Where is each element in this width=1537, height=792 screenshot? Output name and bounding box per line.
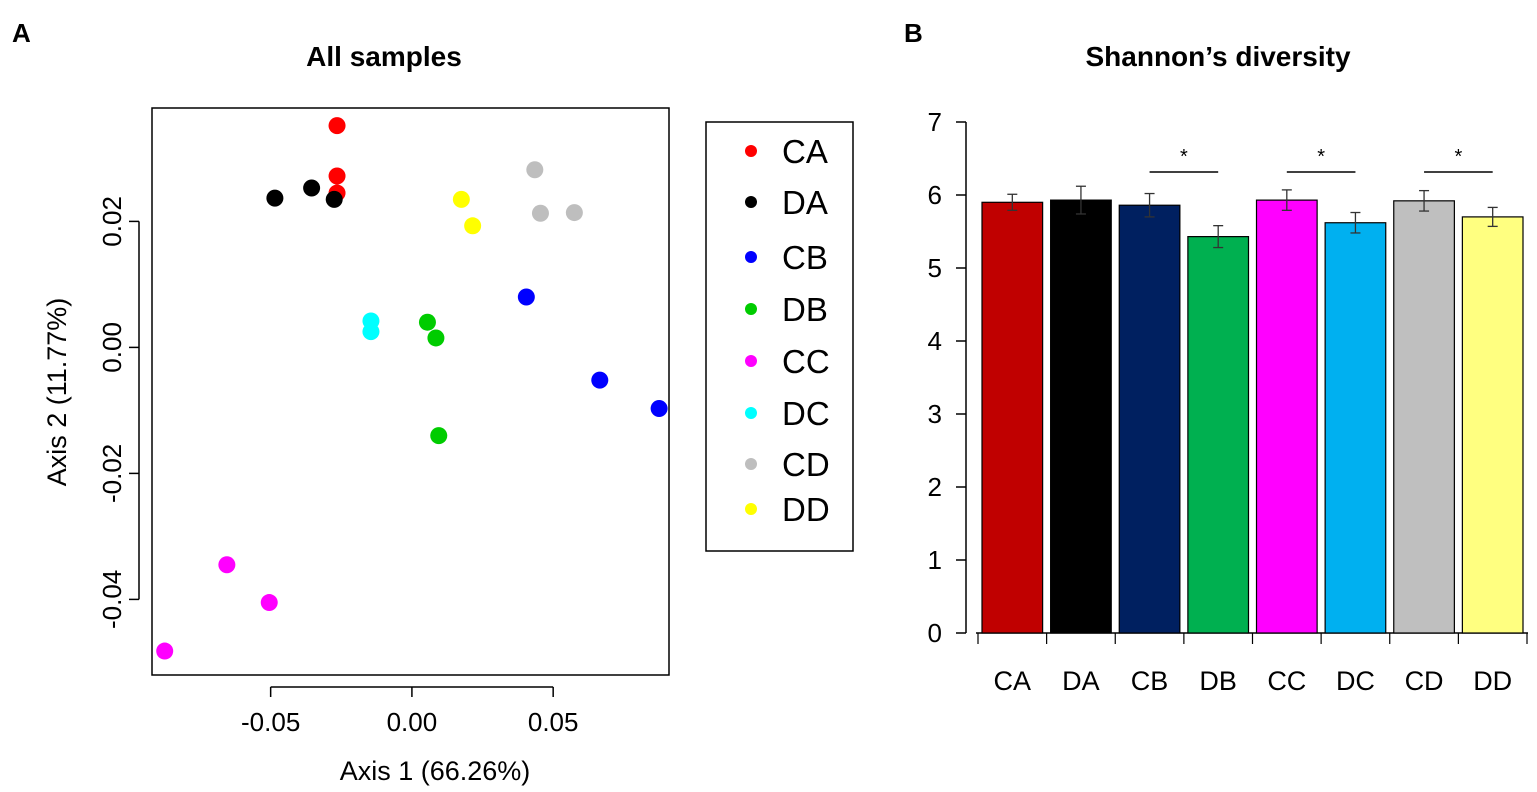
scatter-title: All samples <box>306 41 462 72</box>
legend-marker-dc <box>745 407 757 419</box>
point-cd <box>531 204 549 222</box>
bar-y-tick-label: 3 <box>928 399 942 429</box>
point-db <box>427 329 445 347</box>
bar-cc <box>1255 199 1318 634</box>
point-dd <box>452 190 470 208</box>
legend-label-db: DB <box>782 291 828 328</box>
bar-x-tick-label: DB <box>1199 666 1237 696</box>
bar-x-tick-label: CB <box>1131 666 1169 696</box>
panel-a-letter: A <box>12 18 31 48</box>
bar-dd <box>1461 216 1524 634</box>
point-dd <box>464 217 482 235</box>
legend-label-cc: CC <box>782 343 830 380</box>
legend-marker-dd <box>745 503 757 515</box>
legend-marker-ca <box>745 145 757 157</box>
bar-cd <box>1393 200 1455 634</box>
scatter-y-tick-label: 0.02 <box>97 196 127 247</box>
significance-star: * <box>1317 146 1325 168</box>
legend-label-cb: CB <box>782 239 828 276</box>
scatter-plot-frame <box>151 107 670 676</box>
point-da <box>266 189 284 207</box>
bar-y-tick-label: 1 <box>928 545 942 575</box>
legend-marker-cc <box>745 355 757 367</box>
legend-label-da: DA <box>782 184 828 221</box>
bar-bars: CA DA CB DB CC DC CD DD <box>981 185 1524 696</box>
bar-y-tick-label: 6 <box>928 180 942 210</box>
legend-marker-cb <box>745 251 757 263</box>
legend-marker-da <box>745 196 757 208</box>
bar-x-tick-label: CD <box>1405 666 1444 696</box>
bar-significance: * * * <box>1149 146 1493 173</box>
scatter-y-tick-label: -0.04 <box>97 570 127 629</box>
point-da <box>325 190 343 208</box>
point-cb <box>650 400 668 418</box>
point-cc <box>218 556 236 574</box>
legend-label-dc: DC <box>782 395 830 432</box>
scatter-y-tick-label: 0.00 <box>97 322 127 373</box>
bar-y-tick-label: 2 <box>928 472 942 502</box>
bar-x-tick-label: CC <box>1267 666 1306 696</box>
point-cb <box>517 288 535 306</box>
scatter-points <box>156 117 668 660</box>
point-db <box>418 313 436 331</box>
bar-title: Shannon’s diversity <box>1085 41 1350 72</box>
point-cb <box>591 371 609 389</box>
point-dc <box>362 323 380 341</box>
legend-frame <box>705 121 854 552</box>
scatter-axes: -0.05 0.00 0.05 -0.04 -0.02 0.00 0.02 <box>97 196 578 737</box>
bar-x-tick-label: DD <box>1473 666 1512 696</box>
bar-y-tick-label: 4 <box>928 326 942 356</box>
bar-cb <box>1118 204 1181 634</box>
bar-da <box>1050 199 1112 634</box>
legend-marker-db <box>745 303 757 315</box>
panel-b-letter: B <box>904 18 923 48</box>
scatter-xlabel: Axis 1 (66.26%) <box>340 756 531 786</box>
significance-star: * <box>1454 146 1462 168</box>
scatter-ylabel: Axis 2 (11.77%) <box>42 298 72 487</box>
bar-x-tick-label: CA <box>994 666 1032 696</box>
point-db <box>430 427 448 445</box>
point-da <box>303 179 321 197</box>
legend-label-ca: CA <box>782 133 828 170</box>
scatter-x-tick-label: 0.05 <box>528 707 579 737</box>
point-ca <box>328 117 346 135</box>
legend-label-cd: CD <box>782 446 830 483</box>
bar-dc <box>1324 222 1387 634</box>
legend-label-dd: DD <box>782 491 830 528</box>
significance-star: * <box>1180 146 1188 168</box>
point-cc <box>260 594 278 612</box>
point-ca <box>328 167 346 185</box>
scatter-x-tick-label: 0.00 <box>387 707 438 737</box>
bar-db <box>1187 236 1250 634</box>
bar-y-tick-label: 7 <box>928 107 942 137</box>
scatter-x-tick-label: -0.05 <box>241 707 300 737</box>
scatter-y-tick-label: -0.02 <box>97 444 127 503</box>
bar-ca <box>981 201 1044 634</box>
bar-x-tick-label: DA <box>1062 666 1100 696</box>
point-cd <box>565 204 583 222</box>
bar-y-tick-label: 0 <box>928 618 942 648</box>
bar-y-tick-label: 5 <box>928 253 942 283</box>
bar-x-tick-label: DC <box>1336 666 1375 696</box>
point-cc <box>156 642 174 660</box>
legend-marker-cd <box>745 458 757 470</box>
point-cd <box>526 161 544 179</box>
scatter-legend: CA DA CB DB CC DC CD DD <box>705 121 854 552</box>
